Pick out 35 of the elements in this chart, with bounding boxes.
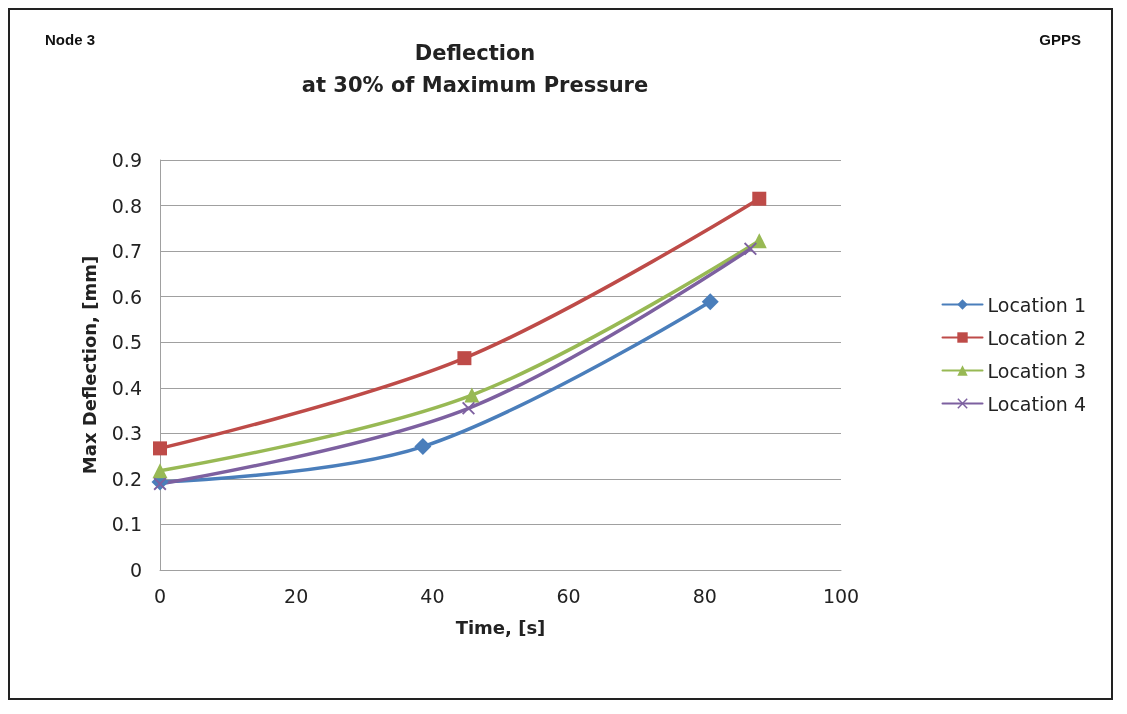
y-tick-label: 0.6 xyxy=(111,285,142,308)
y-tick-label: 0.8 xyxy=(111,194,142,217)
y-tick-label: 0.2 xyxy=(111,467,142,490)
y-tick-label: 0.1 xyxy=(111,513,142,536)
x-tick-label: 0 xyxy=(153,584,167,607)
point xyxy=(457,351,472,366)
y-tick-label: 0.7 xyxy=(111,240,142,263)
point xyxy=(153,477,167,491)
y-tick-label: 0 xyxy=(129,559,142,581)
point xyxy=(752,191,767,206)
chart-title: Deflection at 30% of Maximum Pressure xyxy=(301,41,649,97)
y-tick-label: 0.5 xyxy=(111,331,142,354)
point xyxy=(464,387,480,403)
x-tick-label: 80 xyxy=(692,584,717,607)
x-tick-label: 100 xyxy=(822,584,860,607)
x-tick-label: 40 xyxy=(420,584,445,607)
point xyxy=(153,441,167,456)
y-axis-title: Max Deflection, [mm] xyxy=(78,255,100,475)
point xyxy=(743,242,757,256)
y-tick-label: 0.3 xyxy=(111,422,142,445)
legend-label: Location 4 xyxy=(987,392,1087,415)
text: GPPS xyxy=(1039,31,1082,48)
x-tick-label: 20 xyxy=(284,584,309,607)
y-tick-label: 0.4 xyxy=(111,376,142,399)
text: Node 3 xyxy=(45,31,96,48)
x-axis-title: Time, [s] xyxy=(455,616,546,638)
legend-label: Location 2 xyxy=(987,326,1087,349)
point xyxy=(414,438,432,456)
legend-label: Location 3 xyxy=(987,359,1087,382)
point xyxy=(701,293,719,311)
x-tick-label: 60 xyxy=(556,584,581,607)
point xyxy=(461,401,475,415)
y-tick-label: 0.9 xyxy=(111,149,142,171)
point xyxy=(152,463,168,479)
legend-label: Location 1 xyxy=(987,293,1087,316)
